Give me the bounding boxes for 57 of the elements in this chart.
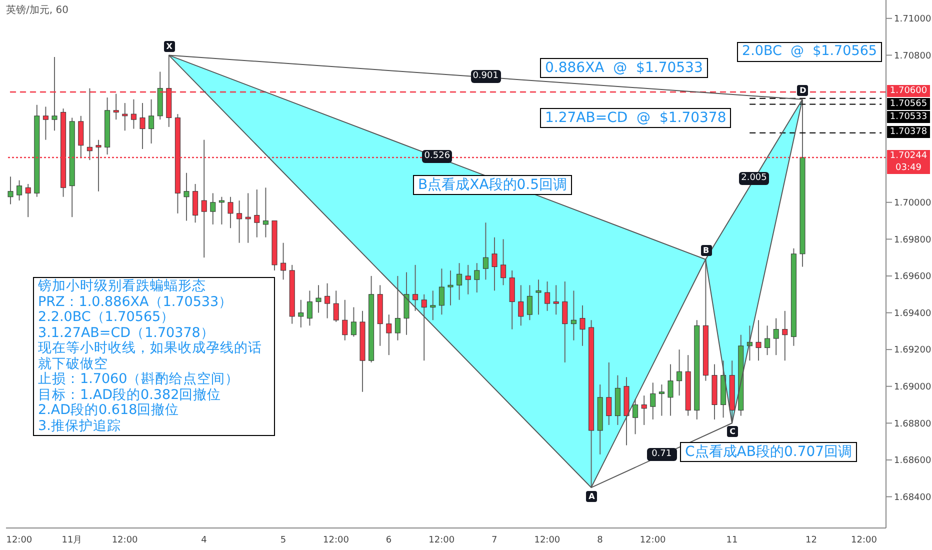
x-tick-label: 12:00 <box>6 535 32 546</box>
legend-label: 1.70533 <box>887 110 930 123</box>
y-tick-label: 1.69800 <box>894 235 932 246</box>
annotation: 就下破做空 <box>38 356 109 372</box>
y-tick-label: 1.70800 <box>894 51 932 62</box>
annotation: 0.886XA @ $1.70533 <box>540 58 708 78</box>
y-tick-label: 1.71000 <box>894 14 932 25</box>
x-tick-label: 12:00 <box>534 535 560 546</box>
annotation: C点看成AB段的0.707回调 <box>680 442 858 462</box>
x-tick-label: 7 <box>492 535 498 546</box>
ref-line-label: 1.70244 <box>887 150 930 162</box>
ref-line-label: 1.70565 <box>887 98 930 110</box>
series-label: 0.526 <box>422 150 452 164</box>
x-tick-label: 12 <box>805 535 817 546</box>
annotation: 1.27AB=CD @ $1.70378 <box>540 108 732 128</box>
annotation: 止损：1.7060（斟酌给点空间） <box>38 371 240 388</box>
annotation: D <box>797 85 808 96</box>
y-tick-label: 1.69600 <box>894 272 932 282</box>
x-tick-label: 11 <box>726 535 738 546</box>
annotation: 镑加小时级别看跌蝙蝠形态 <box>38 278 207 295</box>
y-tick-label: 1.69200 <box>894 346 932 356</box>
annotation: B点看成XA段的0.5回调 <box>413 175 572 196</box>
text: 03:49 <box>887 162 930 174</box>
x-tick-label: 4 <box>201 535 208 546</box>
y-tick-label: 1.69000 <box>894 382 932 393</box>
annotation: PRZ：1.0.886XA（1.70533） <box>38 294 234 310</box>
x-tick-label: 11月 <box>62 535 82 546</box>
x-tick-label: 12:00 <box>428 535 455 546</box>
annotation: 目标：1.AD段的0.382回撤位 <box>38 386 222 403</box>
series-label: 0.901 <box>470 70 501 84</box>
x-tick-label: 8 <box>597 535 604 546</box>
annotation: 现在等小时收线，如果收成孕线的话 <box>38 340 263 356</box>
y-tick-label: 1.68800 <box>894 419 932 430</box>
annotation: B <box>700 245 712 256</box>
annotation: A <box>586 490 598 502</box>
x-tick-label: 12:00 <box>323 535 350 546</box>
series-label: 2.005 <box>739 172 769 186</box>
y-tick-label: 1.68400 <box>894 492 932 503</box>
y-tick-label: 1.68600 <box>894 456 932 466</box>
annotation: C <box>727 426 738 438</box>
ref-line-label: 1.70600 <box>887 84 930 97</box>
y-tick-label: 1.70000 <box>894 198 932 209</box>
annotation: 2.2.0BC（1.70565） <box>38 309 176 326</box>
annotation: 3.1.27AB=CD（1.70378） <box>38 324 216 341</box>
annotation: 2.AD段的0.618回撤位 <box>38 402 180 418</box>
annotation: 3.推保护追踪 <box>38 418 122 434</box>
x-tick-label: 12:00 <box>112 535 138 546</box>
y-tick-label: 1.69400 <box>894 308 932 319</box>
series-label: 0.71 <box>646 448 677 462</box>
x-tick-label: 5 <box>280 535 286 546</box>
annotation: 2.0BC @ $1.70565 <box>737 42 882 62</box>
text: 英镑/加元, 60 <box>6 4 68 17</box>
x-tick-label: 12:00 <box>851 535 878 546</box>
annotation: X <box>164 41 175 52</box>
x-tick-label: 6 <box>386 535 392 546</box>
ref-line-label: 1.70378 <box>887 126 930 138</box>
x-tick-label: 12:00 <box>640 535 666 546</box>
